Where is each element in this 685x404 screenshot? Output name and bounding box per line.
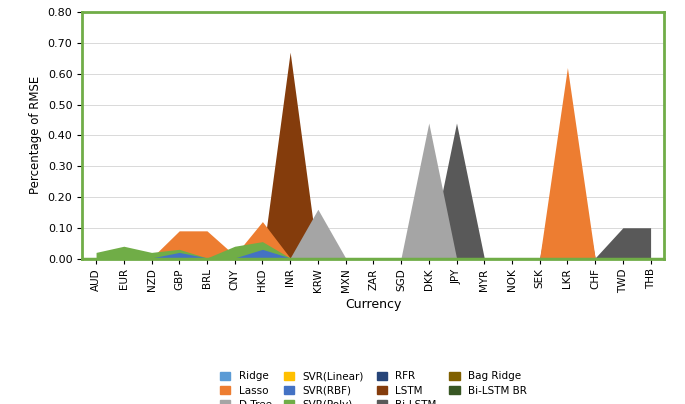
X-axis label: Currency: Currency — [345, 298, 401, 311]
Legend: Ridge, Lasso, D.Tree, SVR(Linear), SVR(RBF), SVR(Poly), RFR, LSTM, Bi-LSTM, Bag : Ridge, Lasso, D.Tree, SVR(Linear), SVR(R… — [216, 367, 531, 404]
Y-axis label: Percentage of RMSE: Percentage of RMSE — [29, 76, 42, 194]
